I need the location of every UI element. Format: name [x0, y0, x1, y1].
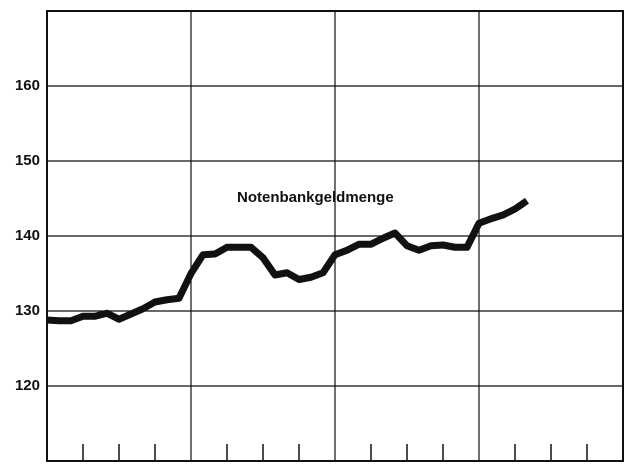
- y-tick-label: 140: [15, 227, 40, 244]
- y-tick-label: 130: [15, 302, 40, 319]
- y-tick-label: 160: [15, 77, 40, 94]
- annotation: Notenbankgeldmenge: [237, 189, 394, 206]
- y-tick-label: 150: [15, 152, 40, 169]
- y-tick-label: 120: [15, 377, 40, 394]
- data-line: [46, 197, 529, 325]
